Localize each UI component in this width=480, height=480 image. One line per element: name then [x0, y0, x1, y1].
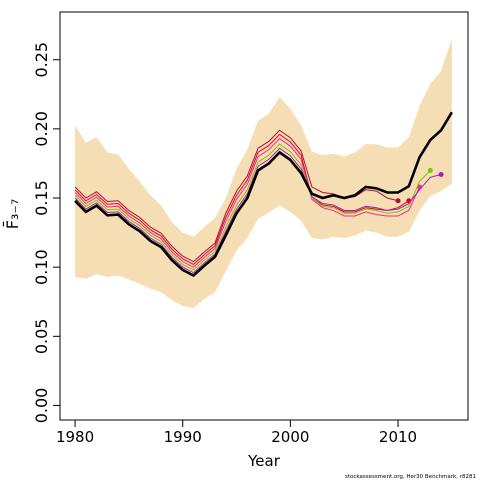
y-tick-label: 0.10 [32, 249, 51, 285]
y-tick-label: 0.15 [32, 180, 51, 216]
retro-end-point [427, 167, 433, 173]
y-tick-label: 0.20 [32, 111, 51, 147]
y-tick-label: 0.00 [32, 388, 51, 424]
footnote: stockassessment.org, Her30 Benchmark, r8… [345, 474, 476, 480]
retro-line [74, 147, 442, 274]
y-tick-label: 0.25 [32, 42, 51, 78]
retro-line [74, 133, 410, 266]
x-axis-label: Year [247, 452, 281, 470]
y-tick-label: 0.05 [32, 319, 51, 355]
retro-end-point [395, 198, 401, 204]
confidence-band [75, 38, 452, 308]
x-tick-label: 2000 [271, 428, 309, 446]
estimate-line [74, 111, 453, 278]
y-axis-label: F̄₃₋₇ [3, 199, 22, 229]
retro-line [74, 137, 421, 268]
x-tick-label: 1990 [164, 428, 202, 446]
retro-line [74, 143, 431, 271]
x-tick-label: 1980 [56, 428, 94, 446]
plot-frame [59, 11, 469, 421]
x-tick-label: 2010 [379, 428, 417, 446]
retro-end-point [438, 172, 444, 178]
